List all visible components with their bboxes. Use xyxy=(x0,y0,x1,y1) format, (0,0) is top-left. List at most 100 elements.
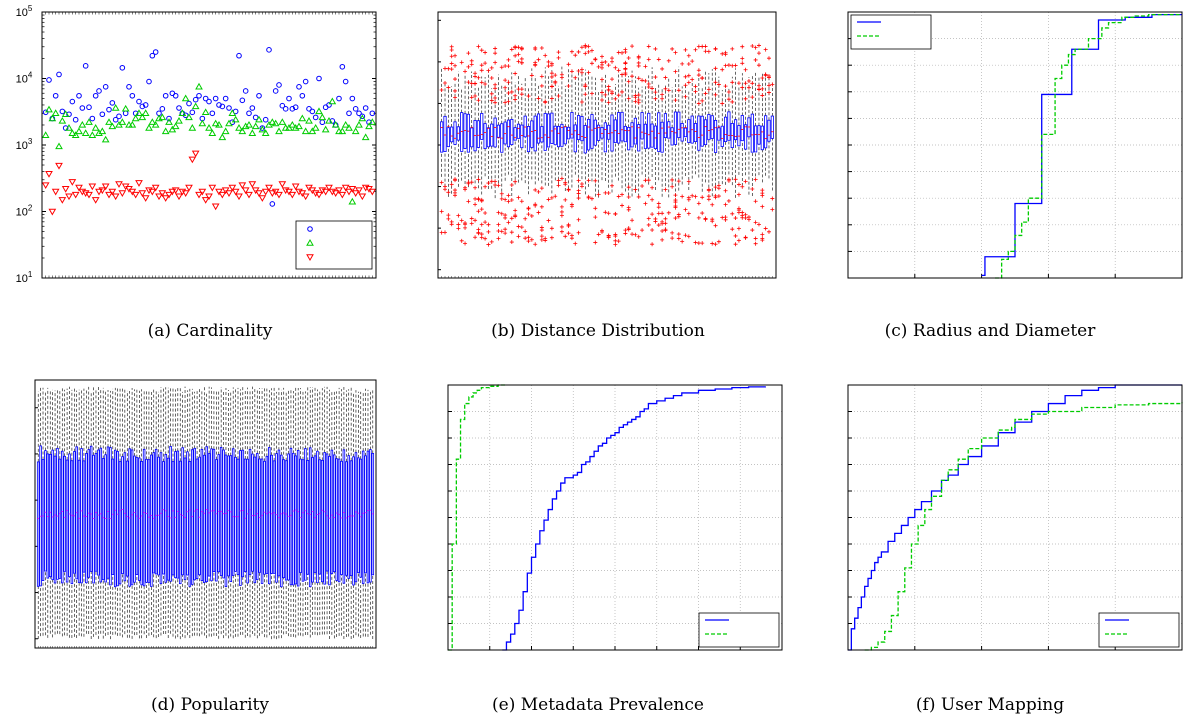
box xyxy=(70,460,74,585)
data-point-artists xyxy=(311,124,320,131)
outlier xyxy=(650,212,655,217)
y-tick-exponent: 4 xyxy=(28,71,33,80)
box xyxy=(653,125,657,150)
data-point-genres xyxy=(211,203,220,211)
outlier xyxy=(746,85,751,90)
outlier xyxy=(756,63,761,68)
outlier xyxy=(446,66,451,71)
data-point-genres xyxy=(191,150,200,158)
outlier xyxy=(533,63,538,68)
outlier xyxy=(606,100,611,105)
outlier xyxy=(650,197,655,202)
data-point-genres xyxy=(268,190,277,197)
outlier xyxy=(509,198,514,203)
outlier xyxy=(449,61,454,66)
box xyxy=(770,115,774,139)
box xyxy=(663,113,668,139)
outlier xyxy=(506,199,511,204)
data-point-genres xyxy=(181,190,190,197)
outlier xyxy=(713,223,718,228)
outlier xyxy=(539,204,544,209)
box xyxy=(764,115,768,149)
outlier xyxy=(740,215,745,220)
outlier xyxy=(566,224,571,229)
outlier xyxy=(523,236,528,241)
box xyxy=(58,458,62,579)
outlier xyxy=(683,94,688,99)
box xyxy=(256,453,259,580)
outlier xyxy=(753,57,758,62)
outlier xyxy=(486,181,491,186)
outlier xyxy=(519,47,524,52)
outlier xyxy=(653,96,658,101)
outlier xyxy=(523,229,528,234)
outlier xyxy=(730,63,735,68)
box xyxy=(620,111,624,142)
data-point-genres xyxy=(71,191,80,199)
box xyxy=(450,126,454,143)
box xyxy=(347,455,350,579)
box xyxy=(486,127,490,148)
outlier xyxy=(666,58,671,63)
outlier xyxy=(453,88,458,93)
data-point-artists xyxy=(41,131,50,138)
data-point-genres xyxy=(298,190,307,197)
box xyxy=(325,453,329,572)
outlier xyxy=(730,46,735,51)
outlier xyxy=(730,211,735,216)
outlier xyxy=(509,182,514,187)
outlier xyxy=(599,65,604,70)
outlier xyxy=(616,194,621,199)
outlier xyxy=(496,183,501,188)
plot-border xyxy=(34,379,377,649)
outlier xyxy=(713,92,718,97)
outlier xyxy=(473,93,478,98)
data-point-artists xyxy=(111,104,120,111)
plot-border xyxy=(437,11,777,279)
outlier xyxy=(700,44,705,49)
series-line-artist xyxy=(448,384,507,651)
outlier xyxy=(713,46,718,51)
outlier xyxy=(646,57,651,62)
outlier xyxy=(766,75,771,80)
outlier xyxy=(469,216,474,221)
outlier xyxy=(646,216,651,221)
data-point-songs xyxy=(126,84,132,90)
box xyxy=(510,118,514,146)
outlier xyxy=(703,216,708,221)
outlier xyxy=(469,58,474,63)
data-point-songs xyxy=(109,100,116,106)
box xyxy=(133,455,136,583)
box xyxy=(470,127,474,148)
data-point-genres xyxy=(238,182,247,190)
outlier xyxy=(506,80,511,85)
data-point-genres xyxy=(175,193,183,201)
data-point-artists xyxy=(145,124,153,131)
outlier xyxy=(489,98,494,103)
data-point-artists xyxy=(231,115,240,123)
box xyxy=(630,122,634,148)
box xyxy=(268,447,271,585)
box xyxy=(304,448,307,581)
data-point-genres xyxy=(195,191,203,199)
data-point-songs xyxy=(99,111,106,118)
outlier xyxy=(513,71,518,76)
legend-marker xyxy=(306,238,314,246)
outlier xyxy=(750,81,755,86)
outlier xyxy=(486,229,491,234)
outlier xyxy=(706,187,711,192)
outlier xyxy=(529,237,534,242)
outlier xyxy=(546,59,551,64)
outlier xyxy=(736,192,741,197)
outlier xyxy=(466,199,471,204)
outlier xyxy=(703,49,708,54)
outlier xyxy=(736,226,741,231)
data-point-genres xyxy=(138,190,147,197)
outlier xyxy=(646,82,651,87)
data-point-genres xyxy=(348,186,357,193)
data-point-artists xyxy=(275,127,283,135)
box xyxy=(258,458,261,573)
outlier xyxy=(549,235,554,240)
y-tick-exponent: 5 xyxy=(28,4,33,13)
data-point-songs xyxy=(86,104,92,111)
